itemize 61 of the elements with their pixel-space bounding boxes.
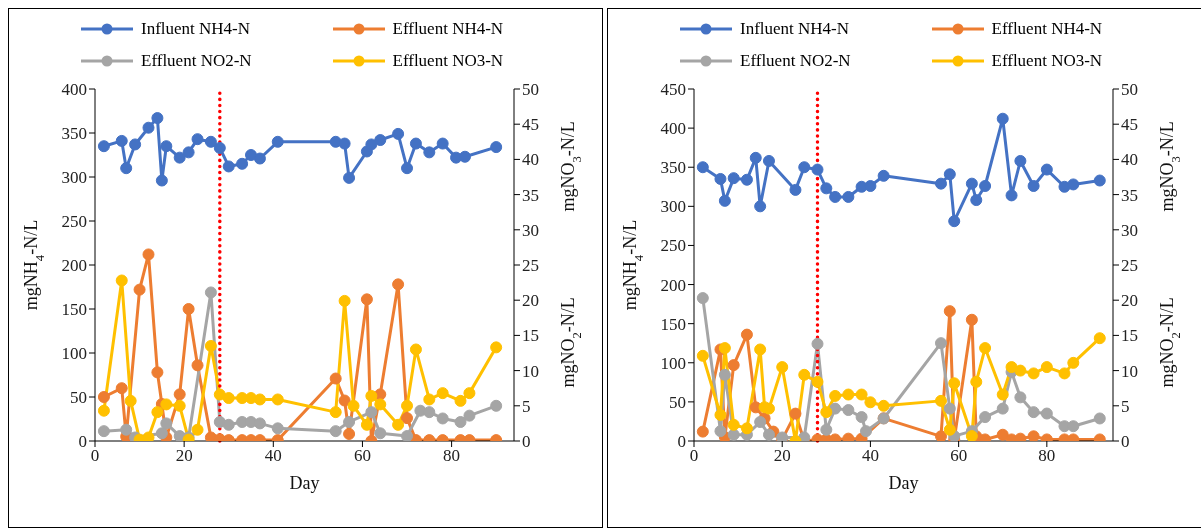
y2-tick-label: 45 xyxy=(1121,115,1138,135)
x-axis-title: Day xyxy=(289,473,320,493)
y-tick-label: 400 xyxy=(61,80,87,100)
y2-tick-label: 40 xyxy=(1121,150,1138,170)
y-tick-label: 400 xyxy=(660,119,686,139)
y2-tick-label: 30 xyxy=(1121,220,1138,240)
y2-tick-label: 15 xyxy=(1121,326,1138,346)
y-tick-label: 350 xyxy=(61,124,87,144)
y-tick-label: 150 xyxy=(660,314,686,334)
y2-tick-label: 5 xyxy=(1121,396,1130,416)
legend-label: Effluent NH4-N xyxy=(392,19,504,39)
y-tick-label: 250 xyxy=(61,212,87,232)
y-tick-label: 100 xyxy=(61,344,87,364)
y-tick-label: 200 xyxy=(660,275,686,295)
y2-tick-label: 20 xyxy=(1121,291,1138,311)
y-tick-label: 150 xyxy=(61,300,87,320)
y2-tick-label: 0 xyxy=(522,432,531,452)
x-axis-title: Day xyxy=(888,473,919,493)
x-tick-label: 40 xyxy=(264,446,282,466)
x-tick-label: 0 xyxy=(90,446,100,466)
x-tick-label: 40 xyxy=(861,446,879,466)
y-tick-label: 100 xyxy=(660,353,686,373)
y2-tick-label: 25 xyxy=(522,256,539,276)
y2-tick-label: 35 xyxy=(1121,185,1138,205)
y2-tick-label: 5 xyxy=(522,396,531,416)
y-tick-label: 300 xyxy=(660,197,686,217)
y2-tick-label: 40 xyxy=(522,150,539,170)
x-tick-label: 0 xyxy=(689,446,699,466)
y-tick-label: 250 xyxy=(660,236,686,256)
y2-tick-label: 10 xyxy=(522,361,539,381)
y-tick-label: 200 xyxy=(61,256,87,276)
legend-label: Effluent NO3-N xyxy=(991,51,1103,71)
y2-tick-label: 45 xyxy=(522,115,539,135)
y-tick-label: 0 xyxy=(677,432,686,452)
x-tick-label: 20 xyxy=(175,446,193,466)
y-tick-label: 350 xyxy=(660,158,686,178)
legend-label: Effluent NO3-N xyxy=(392,51,504,71)
y2-tick-label: 50 xyxy=(1121,80,1138,100)
x-tick-label: 80 xyxy=(1038,446,1056,466)
y2-tick-label: 20 xyxy=(522,291,539,311)
y2-tick-label: 30 xyxy=(522,220,539,240)
legend-label: Influent NH4-N xyxy=(141,19,251,39)
x-tick-label: 60 xyxy=(950,446,968,466)
legend-label: Effluent NO2-N xyxy=(740,51,851,71)
y2-tick-label: 0 xyxy=(1121,432,1130,452)
y2-tick-label: 15 xyxy=(522,326,539,346)
y-tick-label: 0 xyxy=(78,432,87,452)
y2-tick-label: 50 xyxy=(522,80,539,100)
x-tick-label: 80 xyxy=(443,446,461,466)
y-tick-label: 50 xyxy=(669,392,686,412)
y2-tick-label: 35 xyxy=(522,185,539,205)
y2-tick-label: 10 xyxy=(1121,361,1138,381)
y-tick-label: 50 xyxy=(70,388,87,408)
legend-label: Effluent NO2-N xyxy=(141,51,252,71)
x-tick-label: 20 xyxy=(773,446,791,466)
y2-tick-label: 25 xyxy=(1121,256,1138,276)
legend-label: Influent NH4-N xyxy=(740,19,850,39)
x-tick-label: 60 xyxy=(353,446,371,466)
y-tick-label: 300 xyxy=(61,168,87,188)
y-tick-label: 450 xyxy=(660,80,686,100)
legend-label: Effluent NH4-N xyxy=(991,19,1103,39)
